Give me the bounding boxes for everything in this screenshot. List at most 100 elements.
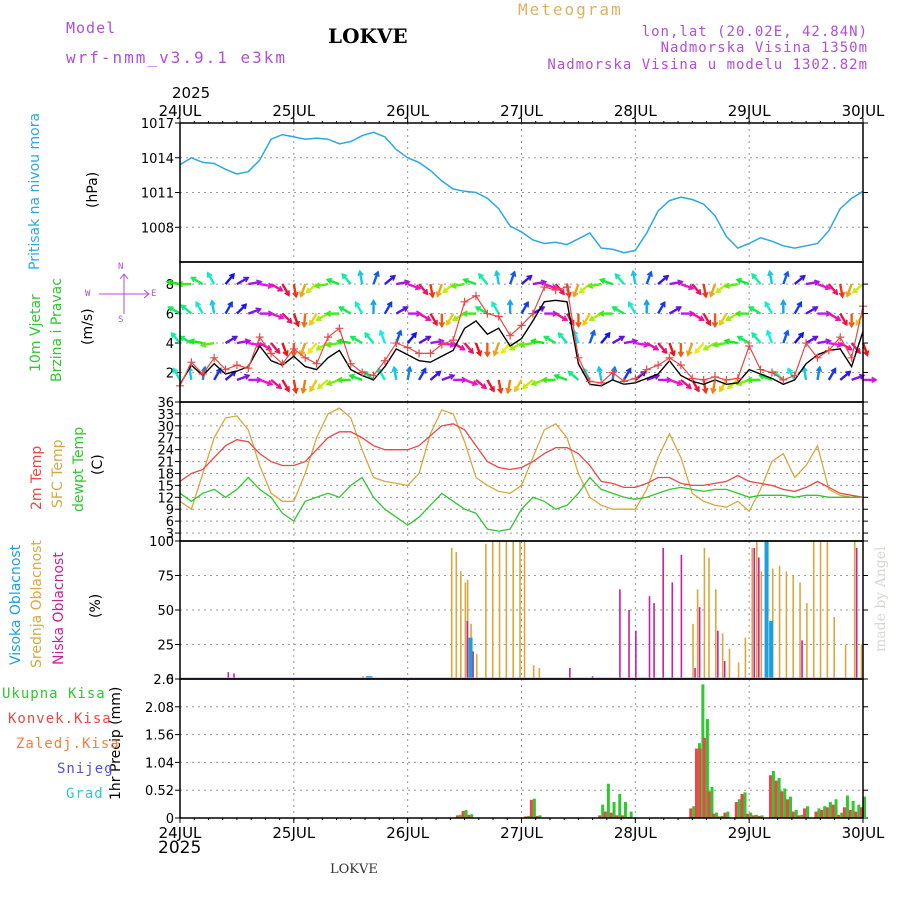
cloud-bar xyxy=(233,673,235,679)
wind-arrow-head xyxy=(688,284,695,291)
wind-arrow-head xyxy=(711,321,719,329)
y-tick-label: 18 xyxy=(157,467,174,482)
wind-arrow-head xyxy=(227,300,233,308)
wind-arrow xyxy=(407,282,421,290)
cloud-bar xyxy=(703,547,706,679)
wind-gust-marker xyxy=(506,331,515,340)
wind-arrow-head xyxy=(378,329,385,336)
x-tick-label-bottom: 26JUL xyxy=(386,824,429,842)
wind-arrow xyxy=(627,301,637,315)
precip-bar xyxy=(814,811,818,818)
wind-gust-marker xyxy=(289,344,298,353)
wind-arrow-head xyxy=(640,370,647,377)
wind-arrow xyxy=(850,342,861,354)
precip-bar xyxy=(837,814,841,818)
y-tick-label: 33 xyxy=(157,408,174,423)
x-tick-label-top: 25JUL xyxy=(272,102,315,120)
cloud-bar xyxy=(680,554,683,679)
wind-arrow-head xyxy=(274,347,281,355)
cloud-bar xyxy=(778,565,781,679)
wind-arrow xyxy=(179,335,192,345)
wind-arrow xyxy=(338,306,352,315)
wind-arrow xyxy=(429,312,438,326)
wind-arrow xyxy=(497,379,503,393)
cloud-bar xyxy=(671,582,674,679)
wind-arrow-head xyxy=(676,379,684,387)
precip-bar xyxy=(538,815,542,818)
wind-arrow xyxy=(816,366,821,381)
pressure-line xyxy=(179,131,864,254)
wind-arrow-head xyxy=(315,344,322,351)
precip-bar xyxy=(615,815,619,818)
wind-arrow xyxy=(736,278,750,286)
wind-arrow xyxy=(168,306,181,315)
wind-gust-marker xyxy=(244,364,253,373)
wind-arrow xyxy=(657,301,666,315)
wind-arrow-head xyxy=(698,315,705,321)
wind-gust-marker xyxy=(517,321,526,330)
wind-arrow-head xyxy=(702,344,709,351)
wind-arrow-head xyxy=(505,387,512,395)
wind-gust-marker xyxy=(847,353,856,362)
wind-arrow xyxy=(724,282,738,288)
wind-arrow-head xyxy=(336,338,343,345)
wind-arrow-head xyxy=(685,383,692,390)
wind-arrow-head xyxy=(300,387,307,395)
wind-arrow xyxy=(828,312,841,322)
cloud-bar xyxy=(717,630,719,679)
wind-gust-marker xyxy=(278,359,287,368)
wind-gust-marker xyxy=(756,365,765,374)
wind-arrow-head xyxy=(292,387,299,395)
wind-arrow xyxy=(597,366,603,381)
wind-arrow-head xyxy=(500,347,507,355)
wind-arrow xyxy=(314,282,329,288)
wind-arrow xyxy=(451,282,465,288)
wind-arrow-head xyxy=(846,344,853,351)
dewpt-temp-line xyxy=(179,476,863,532)
cloud-bar xyxy=(466,621,469,679)
wind-gust-marker xyxy=(802,339,811,348)
wind-arrow xyxy=(709,283,717,297)
precip-bar xyxy=(601,804,605,818)
cloud-bar xyxy=(619,589,621,679)
wind-arrow xyxy=(635,341,649,347)
wind-arrow xyxy=(292,313,300,327)
wind-arrow xyxy=(520,274,533,286)
precip-bar xyxy=(845,795,849,818)
precip-bar xyxy=(698,748,702,818)
precip-bar xyxy=(737,799,741,818)
wind-arrow xyxy=(236,276,249,286)
footer-station: LOKVE xyxy=(330,862,378,877)
wind-arrow-head xyxy=(441,287,449,294)
cloud-bar xyxy=(844,644,847,679)
wind-arrow-head xyxy=(278,313,285,320)
wind-arrow xyxy=(839,283,844,298)
wind-arrow-head xyxy=(708,291,715,298)
wind-arrow xyxy=(691,283,702,295)
precip-bar xyxy=(529,799,533,818)
wind-arrow-head xyxy=(863,350,870,357)
wind-arrow-head xyxy=(190,276,197,283)
wind-gust-marker xyxy=(210,353,219,362)
precip-bar xyxy=(705,719,709,818)
wind-arrow-head xyxy=(661,347,668,355)
wind-arrow xyxy=(657,342,668,354)
precip-bar xyxy=(458,814,462,818)
wind-arrow-head xyxy=(307,347,314,355)
wind-gust-marker xyxy=(528,309,537,318)
wind-arrow-head xyxy=(309,319,315,327)
wind-arrow xyxy=(669,280,683,286)
wind-arrow xyxy=(430,339,444,345)
cloud-bar xyxy=(648,596,651,679)
precip-bar xyxy=(618,793,622,818)
wind-arrow-head xyxy=(305,287,312,294)
wind-arrow-head xyxy=(188,338,195,345)
wind-arrow-head xyxy=(506,299,514,306)
cloud-bar xyxy=(662,547,664,679)
cloud-bar xyxy=(801,640,803,679)
y-tick-label: 0 xyxy=(166,812,174,827)
precip-bar xyxy=(603,811,607,818)
wind-arrow-head xyxy=(561,315,569,321)
wind-arrow-head xyxy=(484,351,491,358)
precip-bar xyxy=(817,808,821,818)
